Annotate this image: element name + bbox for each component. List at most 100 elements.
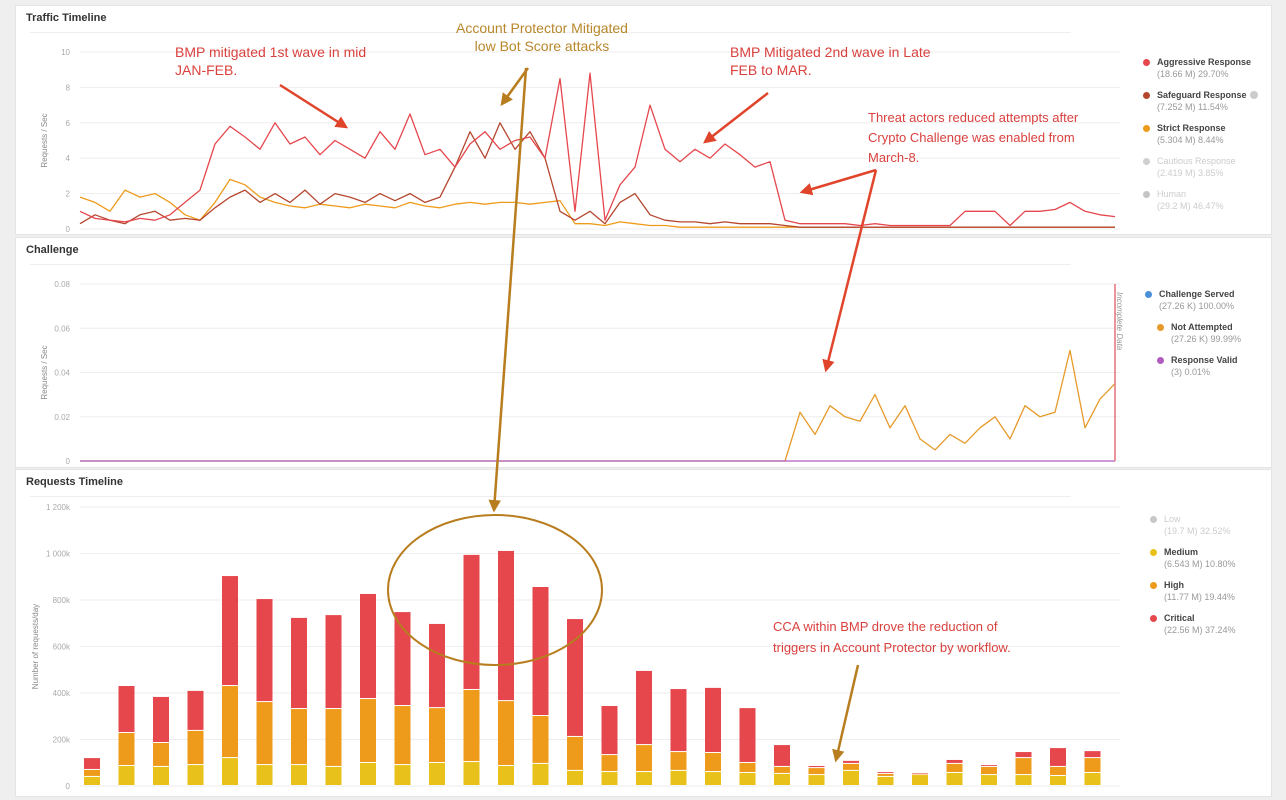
bar-high <box>498 701 514 766</box>
bar-high <box>463 689 480 762</box>
legend-value: (11.77 M) 19.44% <box>1164 592 1235 602</box>
legend-dot-icon <box>1143 92 1150 99</box>
legend-dot-icon <box>1150 549 1157 556</box>
legend-item[interactable]: Strict Response (5.304 M) 8.44% <box>1143 122 1258 146</box>
panel-title: Traffic Timeline <box>26 12 107 24</box>
legend-item[interactable]: High (11.77 M) 19.44% <box>1150 579 1236 603</box>
bar-high <box>532 716 549 763</box>
bar-medium <box>946 772 963 785</box>
y-tick-label: 1 000k <box>46 550 71 559</box>
info-icon[interactable] <box>1249 91 1258 99</box>
y-tick-label: 0.06 <box>54 324 70 333</box>
legend-label: Safeguard Response <box>1157 89 1258 101</box>
bar-medium <box>463 762 480 785</box>
bar-high <box>1050 766 1066 776</box>
bar-critical <box>774 745 790 766</box>
legend-dot-icon <box>1143 59 1150 66</box>
bar-high <box>187 730 204 765</box>
bar-high <box>291 709 307 765</box>
annotation-line: BMP Mitigated 2nd wave in Late <box>730 44 931 60</box>
bar-medium <box>843 770 859 785</box>
y-tick-label: 4 <box>66 154 71 163</box>
legend-item[interactable]: Challenge Served (27.26 K) 100.00% <box>1145 288 1241 312</box>
y-tick-label: 10 <box>61 48 70 57</box>
legend-value: (2.419 M) 3.85% <box>1157 168 1224 178</box>
legend-label: Not Attempted <box>1171 322 1233 332</box>
legend-item[interactable]: Critical (22.56 M) 37.24% <box>1150 612 1236 636</box>
legend-item[interactable]: Response Valid (3) 0.01% <box>1157 354 1241 378</box>
series-line-safeguard-response <box>79 122 1115 228</box>
bar-high <box>429 708 445 762</box>
annotation-line: Account Protector Mitigated <box>456 20 628 36</box>
legend-label: Strict Response <box>1157 123 1226 133</box>
bar-critical <box>394 612 411 706</box>
legend-item[interactable]: Aggressive Response (18.66 M) 29.70% <box>1143 56 1258 80</box>
bar-critical <box>256 599 273 702</box>
legend-value: (6.543 M) 10.80% <box>1164 559 1236 569</box>
bar-high <box>601 755 618 772</box>
y-tick-label: 400k <box>53 689 71 698</box>
bar-medium <box>187 765 204 785</box>
legend-item[interactable]: Not Attempted (27.26 K) 99.99% <box>1157 321 1241 345</box>
legend-dot-icon <box>1150 516 1157 523</box>
divider <box>30 32 1071 33</box>
legend-item[interactable]: Human (29.2 M) 46.47% <box>1143 188 1258 212</box>
annotation-line: low Bot Score attacks <box>474 38 610 54</box>
annotation-cca: CCA within BMP drove the reduction of tr… <box>773 616 1011 658</box>
bar-high <box>774 766 790 773</box>
bar-high <box>325 709 342 766</box>
traffic-legend: Aggressive Response (18.66 M) 29.70% Safeg… <box>1143 56 1258 221</box>
annotation-line: BMP mitigated 1st wave in mid <box>175 44 367 60</box>
bar-critical <box>325 615 342 709</box>
bar-high <box>808 768 825 775</box>
bar-high <box>84 769 100 776</box>
legend-label: Low <box>1164 514 1181 524</box>
y-tick-label: 0 <box>66 225 71 234</box>
bar-high <box>981 766 997 775</box>
bar-medium <box>1050 776 1066 785</box>
legend-value: (27.26 K) 99.99% <box>1171 334 1242 344</box>
bar-critical <box>636 670 652 745</box>
series-line-not-attempted <box>80 349 1116 462</box>
legend-dot-icon <box>1143 191 1150 198</box>
bar-medium <box>1084 772 1101 785</box>
bar-high <box>946 763 963 772</box>
challenge-legend: Challenge Served (27.26 K) 100.00% Not Att… <box>1145 288 1241 387</box>
y-tick-label: 6 <box>66 119 71 128</box>
bar-high <box>670 752 687 770</box>
y-axis-label: Number of requests/day <box>31 604 40 689</box>
bar-medium <box>877 776 894 785</box>
challenge-panel: Challenge <box>15 237 1272 468</box>
legend-dot-icon <box>1143 158 1150 165</box>
legend-dot-icon <box>1150 582 1157 589</box>
legend-item[interactable]: Safeguard Response (7.252 M) 11.54% <box>1143 89 1258 113</box>
annotation-line: JAN-FEB. <box>175 62 238 78</box>
bar-high <box>636 745 652 772</box>
y-axis-label: Requests / Sec <box>40 345 49 399</box>
bar-medium <box>360 762 376 785</box>
y-tick-label: 2 <box>66 190 71 199</box>
bar-critical <box>946 759 963 763</box>
annotation-line: triggers in Account Protector by workflo… <box>773 640 1011 655</box>
legend-item[interactable]: Cautious Response (2.419 M) 3.85% <box>1143 155 1258 179</box>
legend-item[interactable]: Medium (6.543 M) 10.80% <box>1150 546 1236 570</box>
legend-label: Response Valid <box>1171 355 1238 365</box>
bar-high <box>705 752 721 772</box>
legend-dot-icon <box>1157 357 1164 364</box>
bar-critical <box>808 766 825 768</box>
legend-label: Cautious Response <box>1157 156 1236 166</box>
legend-value: (18.66 M) 29.70% <box>1157 69 1229 79</box>
annotation-line: Threat actors reduced attempts after <box>868 110 1079 125</box>
bar-high <box>153 742 169 766</box>
incomplete-data-label: Incomplete Data <box>1115 292 1124 351</box>
legend-label: Critical <box>1164 613 1195 623</box>
annotation-threat: Threat actors reduced attempts after Cry… <box>868 108 1078 168</box>
bar-critical <box>877 772 894 773</box>
y-tick-label: 0.02 <box>54 413 70 422</box>
bar-medium <box>429 762 445 785</box>
annotation-line: Crypto Challenge was enabled from <box>868 130 1075 145</box>
bar-critical <box>601 706 618 755</box>
legend-item[interactable]: Low (19.7 M) 32.52% <box>1150 513 1236 537</box>
bar-high <box>877 773 894 776</box>
